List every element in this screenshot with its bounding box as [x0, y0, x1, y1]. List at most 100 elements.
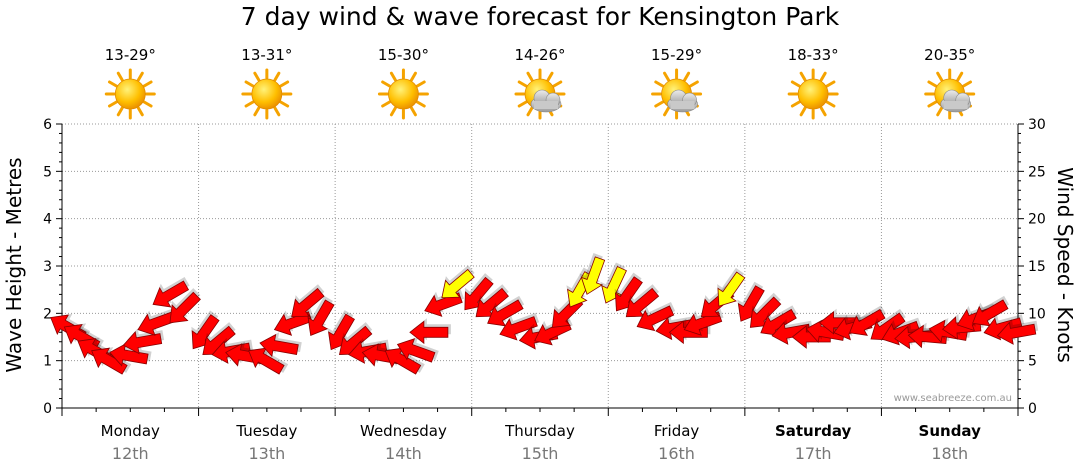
sun-ray — [936, 106, 944, 117]
temperature-label: 20-35° — [924, 46, 975, 64]
sun-ray — [142, 100, 153, 108]
y2-tick-label: 0 — [1028, 401, 1037, 417]
sun-ray — [279, 80, 290, 88]
wind-arrow — [169, 288, 201, 324]
wind-arrow — [259, 332, 302, 358]
y-tick-label: 4 — [43, 212, 52, 228]
sun-ray — [819, 106, 827, 117]
day-name-label: Thursday — [504, 422, 575, 440]
y2-tick-label: 5 — [1028, 354, 1037, 370]
y-tick-label: 1 — [43, 354, 52, 370]
sun-ray — [663, 71, 671, 82]
temperature-label: 15-30° — [378, 46, 429, 64]
wind-arrow — [91, 347, 132, 375]
sun-ray — [663, 106, 671, 117]
y2-tick-label: 10 — [1028, 306, 1046, 322]
sun-ray — [517, 100, 528, 108]
y2-tick-label: 25 — [1028, 164, 1046, 180]
sun-icon — [787, 68, 839, 120]
partly-cloudy-icon — [514, 68, 566, 120]
cloud-shape — [530, 89, 562, 113]
day-name-label: Monday — [101, 422, 160, 440]
temperature-label: 13-29° — [105, 46, 156, 64]
sun-ray — [819, 71, 827, 82]
axes: 0 1 2 3 4 5 6 0 5 10 15 20 25 30 — [43, 117, 1046, 417]
temperature-label: 15-29° — [651, 46, 702, 64]
wind-arrow — [291, 284, 325, 318]
sun-ray — [517, 80, 528, 88]
day-date-label: 18th — [931, 444, 968, 463]
sun-ray — [244, 80, 255, 88]
day-date-label: 16th — [658, 444, 695, 463]
day-date-label: 13th — [248, 444, 285, 463]
wind-arrow — [307, 295, 335, 336]
sun-ray — [790, 100, 801, 108]
sun-ray — [683, 71, 691, 82]
wind-arrow — [579, 253, 606, 295]
temperature-label: 14-26° — [514, 46, 565, 64]
wind-arrow — [499, 312, 540, 341]
sun-ray — [688, 80, 699, 88]
sun-ray — [552, 80, 563, 88]
sun-ray — [790, 80, 801, 88]
sun-ray — [799, 71, 807, 82]
sun-ray — [381, 80, 392, 88]
partly-cloudy-icon — [651, 68, 703, 120]
sun-ray — [108, 80, 118, 88]
y2-tick-label: 20 — [1028, 212, 1046, 228]
y-tick-label: 2 — [43, 306, 52, 322]
y2-tick-label: 30 — [1028, 117, 1046, 133]
wind-arrow — [600, 262, 627, 304]
y-axis-label: Wave Height - Metres — [2, 157, 26, 372]
y-tick-label: 3 — [43, 259, 52, 275]
day-labels: Monday 12th 13-29° Tuesday 13th 13-31° Wednesd… — [101, 46, 981, 463]
sun-ray — [825, 80, 836, 88]
sun-ray — [273, 71, 281, 82]
y-tick-label: 0 — [43, 401, 52, 417]
day-date-label: 17th — [795, 444, 832, 463]
y2-tick-label: 15 — [1028, 259, 1046, 275]
sun-ray — [279, 100, 290, 108]
sun-icon — [104, 68, 156, 120]
sun-ray — [654, 100, 665, 108]
day-name-label: Wednesday — [360, 422, 447, 440]
sun-ray — [962, 80, 972, 88]
sun-disc — [797, 78, 829, 110]
sun-ray — [389, 106, 397, 117]
sun-disc — [251, 78, 283, 110]
grid-lines — [62, 123, 1018, 408]
sun-ray — [136, 71, 144, 82]
sun-ray — [526, 71, 534, 82]
sun-disc — [114, 78, 146, 110]
y2-axis-label: Wind Speed - Knots — [1053, 167, 1077, 363]
wind-arrow — [487, 295, 525, 327]
wind-arrow — [996, 319, 1039, 345]
day-name-label: Saturday — [775, 422, 852, 440]
sun-ray — [409, 71, 417, 82]
sun-ray — [654, 80, 665, 88]
wind-arrow — [396, 337, 439, 363]
day-name-label: Sunday — [919, 422, 982, 440]
sun-ray — [136, 106, 144, 117]
sun-ray — [116, 71, 124, 82]
sun-ray — [415, 100, 426, 108]
temperature-label: 18-33° — [788, 46, 839, 64]
sun-ray — [936, 71, 944, 82]
wind-arrows — [50, 253, 1039, 375]
sun-icon — [241, 68, 293, 120]
wind-arrow — [109, 341, 152, 367]
sun-icon — [377, 68, 429, 120]
wind-arrow — [152, 276, 190, 308]
wind-arrow — [717, 267, 746, 307]
sun-ray — [253, 71, 261, 82]
sun-ray — [273, 106, 281, 117]
sun-ray — [389, 71, 397, 82]
sun-ray — [142, 80, 153, 88]
y-tick-label: 6 — [43, 117, 52, 133]
weather-icons — [104, 68, 976, 120]
sun-ray — [253, 106, 261, 117]
wind-arrow — [636, 301, 676, 332]
day-date-label: 14th — [385, 444, 422, 463]
sun-ray — [927, 100, 938, 108]
sun-ray — [799, 106, 807, 117]
